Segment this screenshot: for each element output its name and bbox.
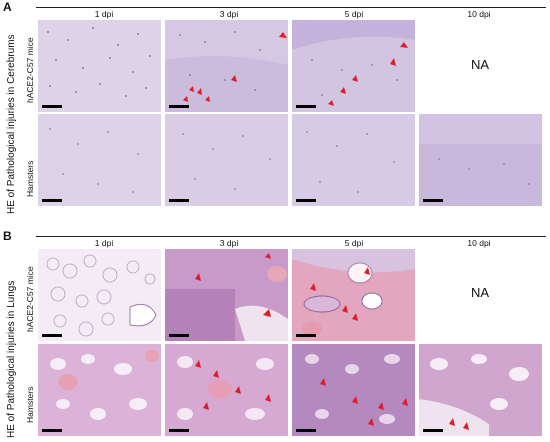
panel-letter-a: A (3, 0, 12, 14)
micrograph-brain-mice-5dpi (292, 20, 415, 112)
scale-bar (42, 334, 62, 337)
panel-b-col-1dpi: 1 dpi (94, 238, 114, 248)
micrograph-brain-mice-1dpi (38, 20, 161, 112)
scale-bar (42, 199, 62, 202)
micrograph-lung-hamster-5dpi (292, 344, 415, 436)
scale-bar (423, 429, 443, 432)
scale-bar (423, 199, 443, 202)
micrograph-lung-hamster-1dpi (38, 344, 161, 436)
micrograph-brain-hamster-10dpi (419, 114, 542, 206)
micrograph-lung-hamster-3dpi (165, 344, 288, 436)
scale-bar (169, 334, 189, 337)
scale-bar (169, 199, 189, 202)
panel-a-outer-label: HE of Pathological injuries in Cerebrums (6, 34, 17, 214)
scale-bar (42, 429, 62, 432)
panel-b-row-hamster-label: Hamsters (25, 386, 35, 423)
panel-a-col-3dpi: 3 dpi (219, 9, 239, 19)
micrograph-brain-hamster-3dpi (165, 114, 288, 206)
micrograph-lung-hamster-10dpi (419, 344, 542, 436)
scale-bar (296, 334, 316, 337)
panel-a-row-mice-label: hACE2-C57 mice (25, 37, 35, 103)
panel-a-col-10dpi: 10 dpi (467, 9, 491, 19)
panel-a-na-text: NA (470, 57, 490, 72)
panel-b-col-10dpi: 10 dpi (467, 238, 491, 248)
panel-letter-b: B (3, 229, 12, 243)
panel-b-na-text: NA (470, 285, 490, 300)
micrograph-brain-hamster-5dpi (292, 114, 415, 206)
panel-a-col-5dpi: 5 dpi (344, 9, 364, 19)
panel-a-col-1dpi: 1 dpi (94, 9, 114, 19)
micrograph-brain-hamster-1dpi (38, 114, 161, 206)
scale-bar (296, 105, 316, 108)
scale-bar (169, 105, 189, 108)
micrograph-lung-mice-5dpi (292, 249, 415, 341)
scale-bar (42, 105, 62, 108)
micrograph-lung-mice-3dpi (165, 249, 288, 341)
scale-bar (169, 429, 189, 432)
scale-bar (296, 429, 316, 432)
panel-b-row-mice-label: hACE2-C57 mice (25, 266, 35, 332)
micrograph-lung-mice-1dpi (38, 249, 161, 341)
panel-a-row-hamster-label: Hamsters (25, 160, 35, 197)
panel-b-col-5dpi: 5 dpi (344, 238, 364, 248)
micrograph-brain-mice-3dpi (165, 20, 288, 112)
panel-a-header-line (36, 7, 546, 8)
panel-b-header-line (36, 236, 546, 237)
panel-b-col-3dpi: 3 dpi (219, 238, 239, 248)
scale-bar (296, 199, 316, 202)
panel-b-outer-label: HE of Pathological injuries in Lungs (6, 280, 17, 438)
